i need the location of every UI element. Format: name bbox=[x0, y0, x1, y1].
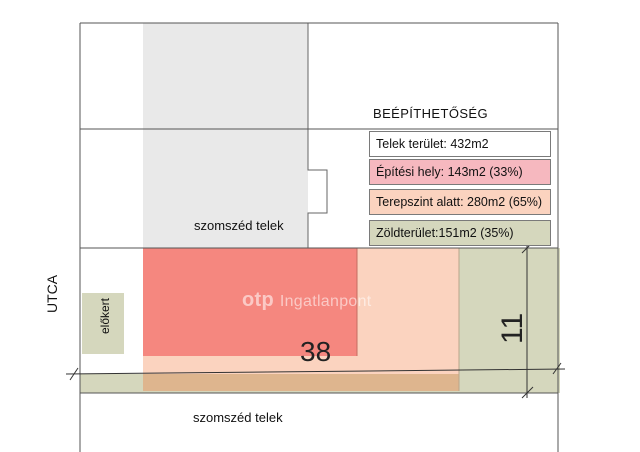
length-dimension-tick-right bbox=[552, 362, 562, 375]
neighbor-lot-label-top: szomszéd telek bbox=[194, 218, 284, 233]
legend-item-lot-area: Telek terület: 432m2 bbox=[369, 131, 551, 157]
legend-item-building-area: Építési hely: 143m2 (33%) bbox=[369, 159, 551, 185]
length-dimension-tick-left bbox=[69, 367, 79, 381]
neighbor-building-outline bbox=[307, 23, 328, 248]
underground-strip bbox=[143, 374, 459, 391]
neighbor-building bbox=[143, 23, 308, 248]
neighbor-lot-label-bottom: szomszéd telek bbox=[193, 410, 283, 425]
otp-watermark: otp Ingatlanpont bbox=[242, 289, 372, 312]
legend-item-underground: Terepszint alatt: 280m2 (65%) bbox=[369, 189, 551, 215]
front-garden-label: előkert bbox=[98, 297, 112, 334]
width-dimension-label: 11 bbox=[496, 312, 529, 344]
building-area bbox=[143, 248, 357, 356]
width-dimension-tick-bottom bbox=[521, 386, 534, 399]
green-area-front bbox=[82, 293, 124, 354]
legend-title: BEÉPÍTHETŐSÉG bbox=[373, 106, 489, 121]
otp-watermark-text: Ingatlanpont bbox=[279, 293, 372, 310]
street-label: UTCA bbox=[44, 274, 60, 313]
legend-item-green-area: Zöldterület:151m2 (35%) bbox=[369, 220, 551, 246]
length-dimension-label: 38 bbox=[300, 336, 332, 367]
length-dimension-line bbox=[65, 368, 566, 375]
otp-watermark-brand: otp bbox=[242, 289, 274, 311]
